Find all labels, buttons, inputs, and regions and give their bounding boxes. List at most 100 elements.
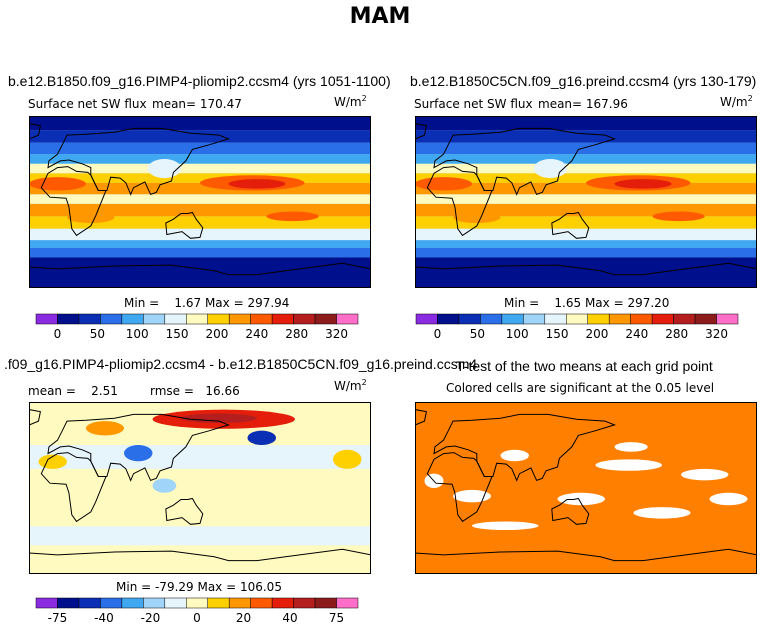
panel3-rmse: rmse = 16.66 [150, 384, 240, 398]
panel2-mean: mean= 167.96 [538, 97, 628, 111]
panel2-colorbar-box-13 [694, 313, 717, 325]
panel2-map-band-north-mid [415, 142, 757, 155]
panel3-colorbar-tick-label: 20 [236, 611, 251, 625]
panel4-map-insignificant-3 [453, 489, 491, 503]
panel1-map [29, 116, 371, 288]
panel2-map-asia-cloud [533, 159, 567, 179]
panel1-map-band-north-mid [29, 142, 371, 155]
panel2-map-max-south-pacific [652, 211, 705, 222]
panel2-map-coastline-antarctica [415, 262, 757, 288]
panel3-title: .f09_g16.PIMP4-pliomip2.ccsm4 - b.e12.B1… [4, 356, 478, 372]
panel2-map-band-south-mid [415, 247, 757, 258]
panel3-units: W/m2 [334, 378, 367, 393]
panel4-map-background [415, 402, 757, 574]
panel1-colorbar-box-5 [143, 313, 166, 325]
panel2-colorbar-box-6 [544, 313, 567, 325]
panel3-map-frame [29, 402, 371, 574]
panel2-map-band-south-subtropic [415, 228, 757, 241]
panel3-mean: mean = 2.51 [28, 384, 118, 398]
panel3-colorbar-tick-label: -20 [141, 611, 161, 625]
panel3-map-band-south-weak [29, 526, 371, 546]
panel3-colorbar: -75 -40 -20 0 20 40 75 [35, 597, 359, 625]
panel2-colorbar-box-3 [480, 313, 503, 325]
panel2-map [415, 116, 757, 288]
panel4-map-insignificant-6 [709, 492, 748, 506]
panel3-colorbar-box-2 [78, 597, 101, 609]
panel2-map-band-equatorial-north [415, 182, 757, 195]
panel3-colorbar-tick-label: 0 [193, 611, 201, 625]
panel1-colorbar-tick-label: 280 [285, 327, 308, 341]
panel1-colorbar-box-3 [100, 313, 123, 325]
panel1-map-band-arctic [29, 116, 371, 131]
panel3-map-coastline-antarctica [29, 548, 371, 574]
panel2-map-frame [415, 116, 757, 288]
panel3-map-arctic-positive-core [181, 413, 257, 424]
panel1-map-core-pacific [228, 179, 286, 189]
panel3-map-band-north-weak [29, 445, 371, 469]
panel4-map-insignificant-2 [681, 468, 729, 481]
panel1-colorbar-box-11 [271, 313, 294, 325]
panel1-colorbar-box-6 [164, 313, 187, 325]
panel3-colorbar-box-12 [293, 597, 316, 609]
panel1-colorbar-tick-label: 50 [90, 327, 105, 341]
panel2-colorbar-tick-label: 280 [665, 327, 688, 341]
panel2-colorbar-tick-label: 200 [585, 327, 608, 341]
panel3-map-pacific-negative [247, 430, 276, 445]
panel1-map-frame [29, 116, 371, 288]
panel1-colorbar-box-9 [228, 313, 251, 325]
panel1-colorbar-box-0 [35, 313, 58, 325]
panel3-colorbar-tick-label: -40 [94, 611, 114, 625]
panel3-colorbar-box-10 [250, 597, 273, 609]
panel1-map-band-equatorial-north [29, 182, 371, 195]
panel1-colorbar-box-8 [207, 313, 230, 325]
panel3-map-north-atlantic-positive [333, 449, 362, 469]
figure-title: MAM [349, 4, 411, 29]
panel3-map-maritime-negative [152, 478, 177, 493]
panel1-colorbar-tick-label: 200 [205, 327, 228, 341]
panel2-colorbar-tick-label: 320 [705, 327, 728, 341]
panel1-map-band-south-temperate [29, 240, 371, 248]
panel2-colorbar-tick-label: 0 [434, 327, 442, 341]
panel1-colorbar-box-4 [121, 313, 144, 325]
panel1-colorbar-tick-label: 100 [126, 327, 149, 341]
panel2-minmax: Min = 1.65 Max = 297.20 [504, 296, 670, 310]
panel4-map-coastline-antarctica [415, 548, 757, 574]
panel2-colorbar-box-0 [415, 313, 438, 325]
panel2-map-band-antarctic [415, 257, 757, 288]
panel4-map-coastline-australia [551, 497, 590, 525]
panel2-map-max-atlantic [415, 177, 472, 191]
panel1-colorbar-tick-label: 240 [245, 327, 268, 341]
panel2-map-band-itcz [415, 194, 757, 204]
panel3-colorbar-box-1 [57, 597, 80, 609]
panel1-map-band-subarctic [29, 130, 371, 143]
panel4-map-coastline-eurasia [433, 413, 617, 482]
panel1-map-band-antarctic [29, 257, 371, 288]
panel2-map-band-south-temperate [415, 240, 757, 248]
panel1-map-max-indian [67, 211, 115, 224]
panel3-colorbar-box-6 [164, 597, 187, 609]
panel1-colorbar-tick-label: 0 [54, 327, 62, 341]
panel1-map-band-north-subtropic [29, 163, 371, 174]
panel2-units: W/m2 [720, 94, 753, 109]
panel2-variable: Surface net SW flux [414, 97, 533, 111]
panel1-map-band-south-mid [29, 247, 371, 258]
panel3-colorbar-box-7 [186, 597, 208, 609]
panel4-subtitle: Colored cells are significant at the 0.0… [446, 381, 715, 395]
panel2-colorbar-box-12 [673, 313, 696, 325]
panel1-map-coastline-antarctica [29, 262, 371, 288]
panel4-title: T-test of the two means at each grid poi… [456, 358, 713, 374]
panel1-map-band-north-temperate [29, 154, 371, 164]
panel1-colorbar-tick-label: 320 [325, 327, 348, 341]
panel3-map-tibet-negative [124, 445, 153, 462]
panel3-minmax: Min = -79.29 Max = 106.05 [116, 580, 282, 594]
panel2-map-band-arctic [415, 116, 757, 131]
panel2-map-band-north-tropic [415, 173, 757, 183]
panel3-map-coastline-eurasia [47, 413, 231, 482]
panel2-map-max-indian [453, 211, 501, 224]
panel1-colorbar-box-2 [78, 313, 101, 325]
panel3-map [29, 402, 371, 574]
panel3-colorbar-tick-label: 75 [329, 611, 344, 625]
panel2-colorbar-box-1 [437, 313, 460, 325]
panel4-map-insignificant-9 [614, 442, 648, 452]
panel1-mean: mean= 170.47 [152, 97, 242, 111]
